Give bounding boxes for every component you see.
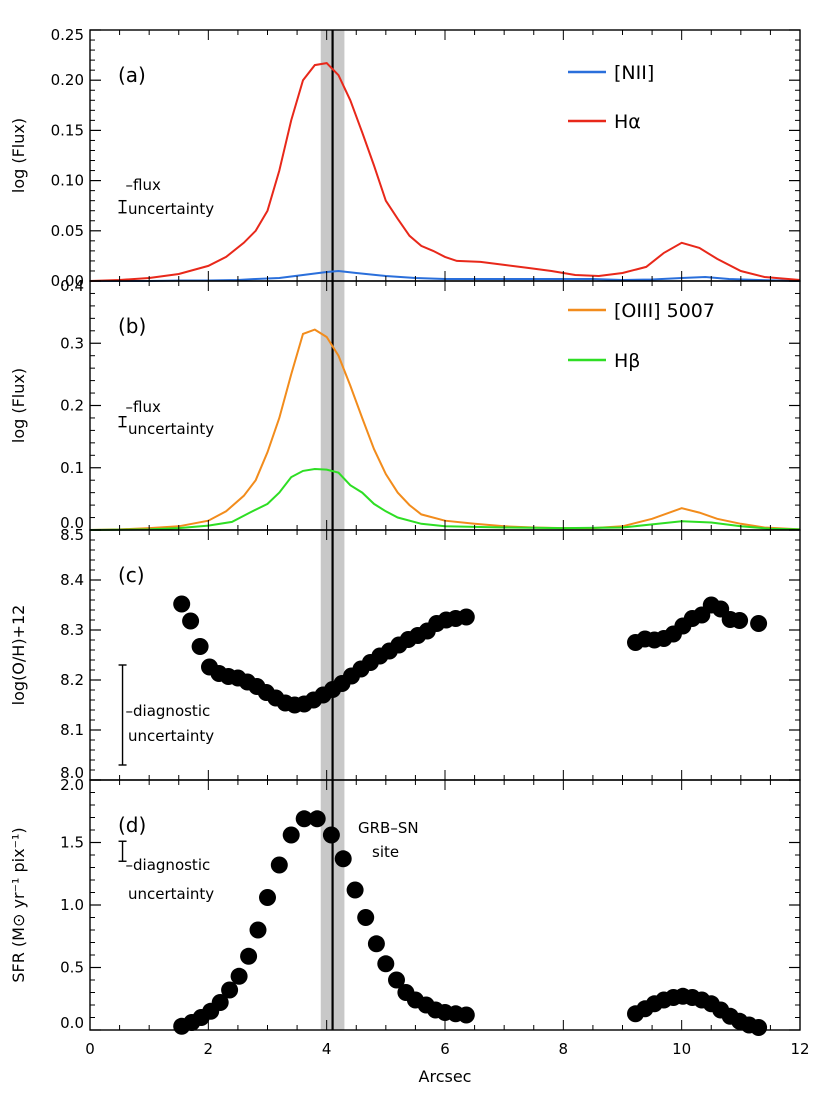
ytick-label-c-5: 8.5 xyxy=(60,526,84,544)
panel-label-a: (a) xyxy=(118,63,146,87)
panel-b: [OIII] 5007 Hβ 0.0 0.1 0.2 0.3 0.4 log (Flux) (b… xyxy=(9,277,801,532)
ytick-label-c-2: 8.2 xyxy=(60,671,84,689)
uncertainty-label-c: –diagnostic xyxy=(126,702,211,720)
ylabel-b: log (Flux) xyxy=(9,368,28,443)
grb-sn-annotation: GRB–SN xyxy=(358,819,419,837)
ytick-label-c-3: 8.3 xyxy=(60,621,84,639)
xlabel: Arcsec xyxy=(419,1067,472,1086)
point-d-19 xyxy=(377,955,395,973)
xtick-label-5: 10 xyxy=(672,1040,691,1058)
point-d-20 xyxy=(388,971,405,989)
point-c-43 xyxy=(750,615,768,632)
xtick-label-1: 2 xyxy=(204,1040,214,1058)
point-d-5 xyxy=(221,981,239,999)
ytick-label-a-2: 0.10 xyxy=(51,172,84,190)
ytick-label-b-1: 0.1 xyxy=(60,459,84,477)
ytick-label-d-4: 2.0 xyxy=(60,776,84,794)
point-d-7 xyxy=(240,947,258,965)
panel-frame-a xyxy=(89,29,801,282)
series-line-a-0 xyxy=(90,269,801,282)
point-c-42 xyxy=(731,612,749,629)
point-d-8 xyxy=(249,921,267,939)
uncertainty-label-d: –diagnostic xyxy=(126,856,211,874)
series-line-a-1 xyxy=(89,62,801,282)
ytick-label-a-0: 0.00 xyxy=(51,272,84,290)
point-d-4 xyxy=(211,994,229,1011)
point-d-13 xyxy=(308,810,326,828)
xtick-label-6: 12 xyxy=(790,1040,809,1058)
point-c-2 xyxy=(191,638,209,655)
ytick-label-b-2: 0.2 xyxy=(60,397,84,415)
xtick-label-3: 6 xyxy=(440,1040,450,1058)
ylabel-d: SFR (M⊙ yr⁻¹ pix⁻¹) xyxy=(9,827,28,982)
ytick-label-d-2: 1.0 xyxy=(60,896,84,914)
point-c-1 xyxy=(182,612,200,630)
point-d-16 xyxy=(346,881,364,899)
panel-a: [NII] Hα 0.00 0.05 0.10 0.15 0.20 0.25 log (Flux… xyxy=(9,26,801,290)
point-d-27 xyxy=(457,1006,475,1024)
uncertainty-label2-c: uncertainty xyxy=(128,727,214,745)
panel-label-b: (b) xyxy=(118,314,146,338)
point-c-30 xyxy=(457,608,475,626)
ytick-label-c-0: 8.0 xyxy=(60,764,84,782)
uncertainty-label2-d: uncertainty xyxy=(128,885,214,903)
ytick-label-b-4: 0.4 xyxy=(60,277,84,295)
ytick-label-d-3: 1.5 xyxy=(60,834,84,852)
uncertainty-label2-b: uncertainty xyxy=(128,420,214,438)
panel-label-c: (c) xyxy=(118,563,145,587)
ylabel-a: log (Flux) xyxy=(9,118,28,193)
panel-c: 8.0 8.1 8.2 8.3 8.4 8.5 log(O/H)+12 (c) –diagnos… xyxy=(9,526,801,782)
ytick-label-d-0: 0.0 xyxy=(60,1014,84,1032)
legend-label-a-0: [NII] xyxy=(614,62,654,84)
point-d-6 xyxy=(230,967,248,985)
xtick-label-2: 4 xyxy=(322,1040,332,1058)
legend-label-a-1: Hα xyxy=(614,111,641,133)
ytick-label-a-3: 0.15 xyxy=(51,121,84,139)
ytick-label-b-0: 0.0 xyxy=(60,514,84,532)
xtick-label-4: 8 xyxy=(559,1040,569,1058)
ytick-label-d-1: 0.5 xyxy=(60,959,84,977)
uncertainty-label2-a: uncertainty xyxy=(128,200,214,218)
ytick-label-c-1: 8.1 xyxy=(60,721,84,739)
series-line-b-1 xyxy=(89,467,801,531)
ytick-label-b-3: 0.3 xyxy=(60,334,84,352)
legend-label-b-1: Hβ xyxy=(614,350,640,372)
xtick-label-0: 0 xyxy=(85,1040,95,1058)
ytick-label-c-4: 8.4 xyxy=(60,571,84,589)
point-d-15 xyxy=(334,850,352,868)
grb-sn-annotation-2: site xyxy=(372,843,399,861)
point-d-14 xyxy=(322,826,340,844)
point-d-17 xyxy=(357,909,375,926)
point-d-12 xyxy=(295,810,313,828)
point-d-41 xyxy=(750,1019,768,1036)
legend-label-b-0: [OIII] 5007 xyxy=(614,300,715,322)
point-d-9 xyxy=(259,889,276,906)
series-line-b-0 xyxy=(89,328,801,531)
point-d-18 xyxy=(367,935,385,953)
panel-d: 0.0 0.5 1.0 1.5 2.0 SFR (M⊙ yr⁻¹ pix⁻¹) (d) –di… xyxy=(9,776,801,1036)
ylabel-c: log(O/H)+12 xyxy=(9,605,28,706)
point-d-10 xyxy=(270,856,288,874)
uncertainty-label-b: –flux xyxy=(126,398,161,416)
ytick-label-a-1: 0.05 xyxy=(51,222,84,240)
point-c-0 xyxy=(173,595,191,613)
panel-label-d: (d) xyxy=(118,813,146,837)
ytick-label-a-4: 0.20 xyxy=(51,71,84,89)
uncertainty-label-a: –flux xyxy=(126,176,161,194)
point-d-11 xyxy=(282,826,300,844)
ytick-label-a-5: 0.25 xyxy=(51,26,84,44)
